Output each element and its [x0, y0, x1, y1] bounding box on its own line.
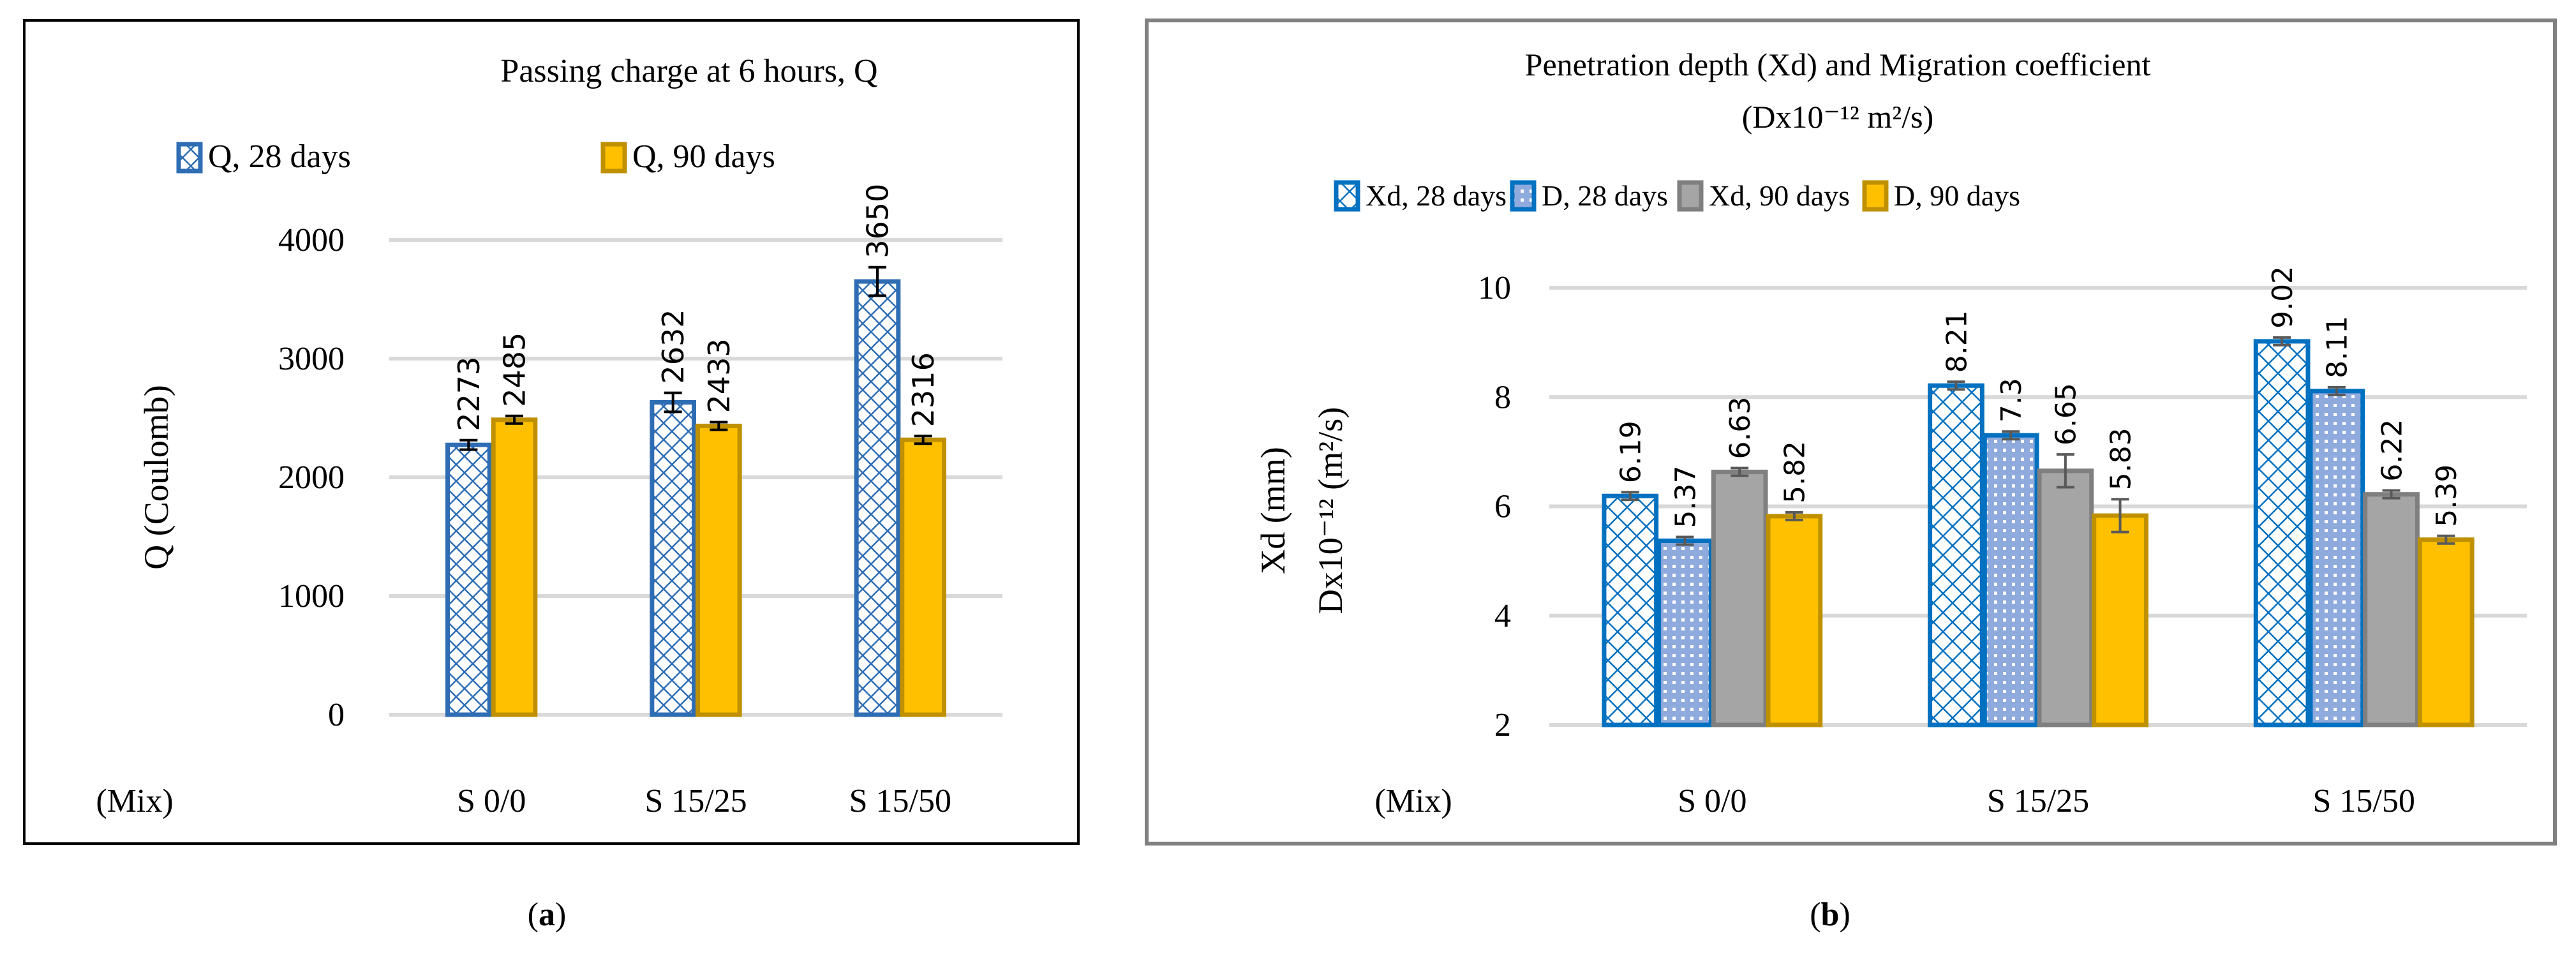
bar-xd-90-days-s-0-0 — [1711, 470, 1768, 727]
data-label: 2273 — [452, 357, 486, 431]
bar-d-90-days-s-0-0 — [1766, 514, 1823, 727]
legend-swatch — [1334, 180, 1360, 212]
y-axis-label: Q (Coulomb) — [137, 385, 175, 570]
category-label: S 15/25 — [644, 783, 747, 819]
panel-label: (a) — [528, 897, 567, 933]
data-label: 9.02 — [2267, 266, 2299, 329]
y-tick-label: 6 — [1494, 489, 1511, 525]
panel-label-letter: b — [1821, 897, 1840, 933]
legend-label: Xd, 28 days — [1366, 179, 1507, 212]
chart-a: Passing charge at 6 hours, Q 0 1000 2000 300… — [96, 53, 1002, 933]
data-label: 6.63 — [1724, 397, 1757, 459]
data-label: 6.22 — [2376, 419, 2408, 482]
data-label: 2632 — [656, 309, 690, 384]
bar-xd-90-days-s-15-25 — [2037, 468, 2094, 727]
data-label: 5.39 — [2431, 465, 2463, 527]
data-label: 5.82 — [1779, 441, 1812, 503]
chart-title: Passing charge at 6 hours, Q — [500, 53, 877, 89]
y-tick-label: 2000 — [278, 459, 345, 496]
y-axis-label: Dx10⁻¹² (m²/s) — [1311, 407, 1350, 615]
panel-label-open: ( — [528, 897, 539, 933]
y-tick-label: 0 — [328, 697, 345, 733]
panel-label-open: ( — [1810, 897, 1820, 933]
y-tick-label: 3000 — [278, 341, 345, 377]
bar-xd-28-days-s-0-0 — [1602, 493, 1659, 727]
legend-label: D, 90 days — [1894, 179, 2020, 212]
y-tick-label: 10 — [1478, 270, 1511, 306]
legend-label: D, 28 days — [1542, 179, 1668, 212]
y-tick-label: 8 — [1494, 379, 1511, 415]
category-label: S 0/0 — [1678, 783, 1746, 819]
bar-xd-90-days-s-15-50 — [2363, 492, 2420, 727]
bar-xd-28-days-s-15-25 — [1928, 383, 1984, 727]
legend-swatch — [1510, 180, 1537, 212]
data-label: 5.37 — [1669, 465, 1702, 528]
data-label: 2485 — [498, 332, 532, 407]
bar-q-90-days-s-15-50 — [900, 437, 947, 717]
bar-d-28-days-s-15-25 — [1982, 433, 2039, 727]
legend-label: Q, 28 days — [208, 138, 351, 175]
data-label: 2433 — [702, 338, 736, 413]
panel-label: (b) — [1810, 897, 1850, 933]
y-tick-label: 4 — [1494, 598, 1511, 634]
bar-d-28-days-s-15-50 — [2308, 389, 2365, 727]
bar-d-90-days-s-15-25 — [2092, 513, 2148, 727]
legend-label: Xd, 90 days — [1709, 179, 1850, 212]
data-label: 6.19 — [1615, 421, 1648, 483]
y-tick-label: 4000 — [278, 222, 345, 258]
legend-swatch — [176, 142, 203, 174]
panel-label-close: ) — [555, 897, 566, 933]
bar-q-28-days-s-15-25 — [650, 399, 696, 717]
data-label: 3650 — [861, 184, 895, 258]
legend-label: Q, 90 days — [632, 138, 775, 175]
bar-xd-28-days-s-15-50 — [2253, 339, 2311, 727]
legend-swatch — [1862, 180, 1889, 212]
bar-q-90-days-s-15-25 — [696, 423, 742, 717]
x-axis-label: (Mix) — [1374, 783, 1452, 819]
panel-label-close: ) — [1839, 897, 1850, 933]
data-label: 6.65 — [2050, 383, 2083, 445]
data-label: 2316 — [906, 352, 941, 427]
category-label: S 15/25 — [1987, 783, 2089, 819]
bar-d-90-days-s-15-50 — [2417, 537, 2475, 727]
category-label: S 15/50 — [2312, 783, 2415, 819]
chart-title: (Dx10⁻¹² m²/s) — [1742, 99, 1934, 135]
data-label: 7.3 — [1995, 378, 2028, 422]
data-label: 8.21 — [1940, 310, 1973, 373]
legend-swatch — [1677, 180, 1704, 212]
legend-swatch — [600, 142, 627, 174]
bar-q-90-days-s-0-0 — [491, 417, 538, 717]
x-axis-label: (Mix) — [96, 783, 173, 819]
category-label: S 15/50 — [849, 783, 951, 819]
y-axis-label: Xd (mm) — [1254, 447, 1292, 574]
panel-label-letter: a — [539, 897, 555, 933]
y-tick-label: 2 — [1494, 707, 1511, 743]
bar-q-28-days-s-15-50 — [854, 279, 901, 717]
chart-title: Penetration depth (Xd) and Migration coe… — [1525, 47, 2151, 82]
bar-d-28-days-s-0-0 — [1657, 538, 1713, 727]
chart-b: Penetration depth (Xd) and Migration coe… — [1254, 47, 2527, 933]
data-label: 5.83 — [2104, 428, 2137, 490]
data-label: 8.11 — [2321, 316, 2354, 378]
bar-q-28-days-s-0-0 — [445, 442, 492, 717]
category-label: S 0/0 — [457, 783, 526, 819]
y-tick-label: 1000 — [278, 578, 345, 615]
